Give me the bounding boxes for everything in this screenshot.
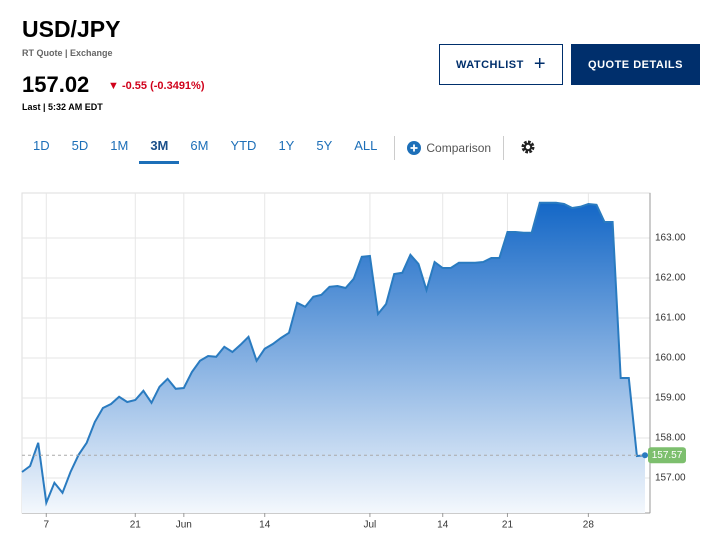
x-tick-label: 21: [130, 520, 142, 531]
x-tick-label: 28: [583, 520, 595, 531]
range-tab[interactable]: 6M: [190, 138, 209, 153]
watchlist-button[interactable]: WATCHLIST +: [439, 44, 563, 85]
y-tick-label: 163.00: [655, 233, 686, 244]
range-tab[interactable]: 1M: [110, 138, 129, 153]
x-tick-label: 7: [43, 520, 49, 531]
y-tick-label: 157.00: [655, 473, 686, 484]
last-price-label: 157.57: [652, 450, 683, 461]
y-tick-label: 158.00: [655, 433, 686, 444]
x-tick-label: 21: [502, 520, 514, 531]
change-value: -0.55 (-0.3491%): [121, 80, 205, 92]
last-time: Last | 5:32 AM EDT: [22, 102, 103, 112]
x-tick-label: 14: [259, 520, 271, 531]
x-tick-label: Jul: [364, 520, 377, 531]
quote-type: RT Quote | Exchange: [22, 48, 113, 58]
comparison-button[interactable]: Comparison: [401, 141, 497, 155]
y-tick-label: 159.00: [655, 393, 686, 404]
separator: [394, 136, 396, 160]
tab-bar: 1D 5D 1M 3M 6M YTD 1Y 5Y ALL Comparison: [22, 132, 546, 164]
range-tab[interactable]: 5D: [71, 138, 89, 153]
range-tab[interactable]: ALL: [354, 138, 378, 153]
down-arrow: ▼: [108, 80, 122, 92]
plus-circle: [407, 141, 422, 155]
y-tick-label: 161.00: [655, 313, 686, 324]
range-tab[interactable]: YTD: [230, 138, 257, 153]
range-tab[interactable]: 5Y: [316, 138, 333, 153]
watchlist-label: WATCHLIST: [455, 58, 524, 71]
x-tick-label: 14: [437, 520, 449, 531]
change: ▼ -0.55 (-0.3491%): [108, 80, 205, 92]
y-tick-label: 162.00: [655, 273, 686, 284]
range-tab[interactable]: 1D: [33, 138, 50, 153]
separator: [503, 136, 505, 160]
plus-icon: +: [533, 53, 547, 75]
settings-button[interactable]: [510, 139, 546, 158]
quote-details-button[interactable]: QUOTE DETAILS: [571, 44, 700, 85]
area-fill: [22, 202, 645, 514]
last-point: [642, 452, 648, 459]
price-line: [21, 201, 646, 507]
symbol: USD/JPY: [22, 16, 121, 42]
range-tab[interactable]: 3M: [139, 132, 180, 164]
comparison-label: Comparison: [426, 141, 492, 155]
price: 157.02: [22, 72, 90, 97]
gear-icon: [521, 140, 535, 153]
y-tick-label: 160.00: [655, 353, 686, 364]
last-price-tag: [648, 447, 686, 464]
x-tick-label: Jun: [176, 520, 192, 531]
range-tab[interactable]: 1Y: [278, 138, 295, 153]
